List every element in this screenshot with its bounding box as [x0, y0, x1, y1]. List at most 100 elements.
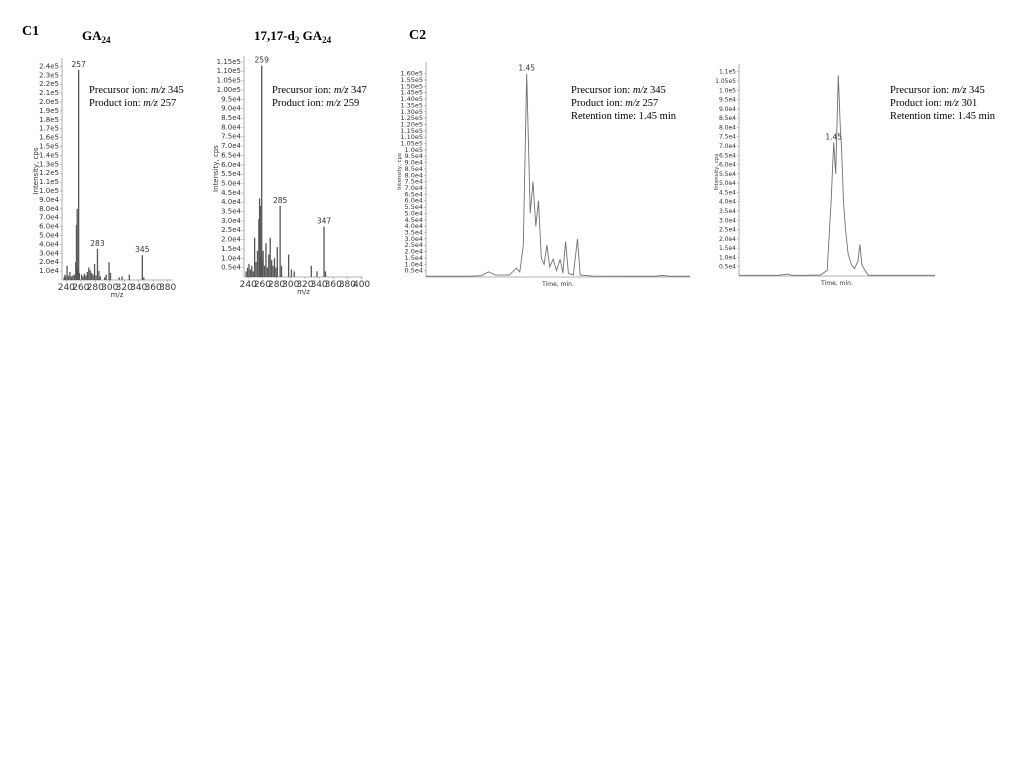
y-tick-label: 7.0e4 — [719, 143, 736, 150]
peak-label: 345 — [135, 245, 150, 254]
y-tick-label: 6.5e4 — [405, 190, 423, 198]
y-tick-label: 5.5e4 — [221, 170, 241, 178]
y-tick-label: 1.10e5 — [217, 67, 241, 75]
y-tick-label: 1.0e4 — [221, 254, 241, 262]
y-tick-label: 4.5e4 — [405, 216, 423, 224]
peak-label: 1.45 — [825, 132, 842, 141]
y-tick-label: 0.5e4 — [719, 264, 736, 271]
y-tick-label: 2.3e5 — [39, 71, 59, 79]
y-tick-label: 2.5e4 — [719, 227, 736, 234]
y-axis-label: Intensity, cps — [212, 145, 220, 192]
y-tick-label: 1.15e5 — [217, 58, 241, 66]
y-axis-label: Intensity, cps — [397, 153, 403, 190]
y-tick-label: 2.0e5 — [39, 98, 59, 106]
y-tick-label: 6.5e4 — [221, 151, 241, 159]
x-axis-label: m/z — [297, 288, 310, 296]
y-tick-label: 1.20e5 — [400, 120, 423, 128]
x-tick-label: 240 — [240, 280, 257, 290]
y-tick-label: 1.0e4 — [39, 267, 59, 275]
y-tick-label: 9.5e4 — [719, 97, 736, 104]
annotation-line: Retention time: 1.45 min — [571, 111, 676, 122]
y-tick-label: 2.0e4 — [405, 248, 423, 256]
y-tick-label: 1.50e5 — [400, 82, 423, 90]
panel-label-c2: C2 — [409, 28, 427, 43]
y-tick-label: 1.1e5 — [719, 69, 736, 76]
y-tick-label: 5.0e4 — [405, 209, 423, 217]
y-tick-label: 1.0e5 — [39, 187, 59, 195]
y-tick-label: 3.0e4 — [221, 217, 241, 225]
y-tick-label: 6.0e4 — [719, 162, 736, 169]
annotation-line: Product ion: m/z 259 — [272, 98, 360, 109]
y-tick-label: 7.5e4 — [405, 178, 423, 186]
annotation-ga24: Precursor ion: m/z 345 Product ion: m/z … — [89, 84, 184, 110]
y-tick-label: 1.4e5 — [39, 151, 59, 159]
y-tick-label: 1.0e4 — [719, 254, 736, 261]
y-tick-label: 2.5e4 — [221, 226, 241, 234]
y-tick-label: 8.0e4 — [39, 205, 59, 213]
y-tick-label: 9.0e4 — [39, 196, 59, 204]
y-tick-label: 3.0e4 — [39, 249, 59, 257]
peak-label: 285 — [273, 196, 288, 205]
y-tick-label: 1.0e5 — [719, 87, 736, 94]
x-tick-label: 340 — [130, 283, 147, 293]
y-tick-label: 1.05e5 — [217, 77, 241, 85]
chart-chromatogram-257: 0.5e41.0e41.5e42.0e42.5e43.0e43.5e44.0e4… — [397, 62, 690, 288]
title-d2-sub1: 2 — [294, 35, 300, 45]
annotation-line: Precursor ion: m/z 345 — [890, 85, 985, 96]
annotation-line: Retention time: 1.45 min — [890, 111, 995, 122]
x-tick-label: 300 — [282, 280, 299, 290]
y-tick-label: 8.0e4 — [719, 124, 736, 131]
y-tick-label: 3.5e4 — [405, 229, 423, 237]
y-tick-label: 3.0e4 — [719, 217, 736, 224]
y-tick-label: 7.5e4 — [719, 134, 736, 141]
y-tick-label: 1.25e5 — [400, 114, 423, 122]
title-ga24-sub: 24 — [101, 35, 111, 45]
x-tick-label: 260 — [72, 283, 89, 293]
annotation-d2-ga24: Precursor ion: m/z 347 Product ion: m/z … — [272, 84, 367, 110]
y-tick-label: 6.0e4 — [39, 223, 59, 231]
x-axis-label: m/z — [111, 291, 124, 299]
x-tick-label: 240 — [58, 283, 75, 293]
y-tick-label: 7.5e4 — [221, 133, 241, 141]
y-tick-label: 1.7e5 — [39, 125, 59, 133]
y-tick-label: 1.9e5 — [39, 107, 59, 115]
y-tick-label: 1.0e4 — [405, 260, 423, 268]
y-tick-label: 4.0e4 — [39, 240, 59, 248]
y-tick-label: 7.0e4 — [221, 142, 241, 150]
x-tick-label: 400 — [353, 280, 370, 290]
y-tick-label: 7.0e4 — [405, 184, 423, 192]
y-tick-label: 5.5e4 — [719, 171, 736, 178]
y-tick-label: 3.5e4 — [221, 208, 241, 216]
y-tick-label: 1.05e5 — [400, 140, 423, 148]
annotation-chrom-301: Precursor ion: m/z 345 Product ion: m/z … — [890, 84, 995, 123]
y-tick-label: 1.10e5 — [400, 133, 423, 141]
y-axis-label: Intensity, cps — [714, 153, 720, 190]
y-tick-label: 1.35e5 — [400, 101, 423, 109]
y-tick-label: 7.0e4 — [39, 214, 59, 222]
y-tick-label: 2.2e5 — [39, 80, 59, 88]
y-tick-label: 4.5e4 — [719, 189, 736, 196]
peak-label: 347 — [317, 216, 332, 225]
y-tick-label: 2.5e4 — [405, 241, 423, 249]
x-axis-label: Time, min. — [541, 281, 574, 288]
title-d2-ga24: 17,17-d2 GA24 — [254, 28, 331, 45]
x-axis-label: Time, min. — [820, 280, 853, 287]
y-tick-label: 9.0e4 — [719, 106, 736, 113]
y-tick-label: 8.5e4 — [221, 114, 241, 122]
y-tick-label: 4.0e4 — [405, 222, 423, 230]
title-d2-sub2: 24 — [322, 35, 332, 45]
y-tick-label: 8.5e4 — [405, 165, 423, 173]
title-d2-mid: GA — [299, 28, 323, 43]
y-tick-label: 8.5e4 — [719, 115, 736, 122]
x-tick-label: 260 — [254, 280, 271, 290]
y-tick-label: 9.5e4 — [405, 152, 423, 160]
title-d2-prefix: 17,17-d — [254, 28, 295, 43]
y-tick-label: 3.0e4 — [405, 235, 423, 243]
y-tick-label: 1.30e5 — [400, 108, 423, 116]
annotation-line: Precursor ion: m/z 345 — [89, 85, 184, 96]
peak-label: 283 — [90, 239, 105, 248]
annotation-line: Precursor ion: m/z 347 — [272, 85, 367, 96]
annotation-line: Precursor ion: m/z 345 — [571, 85, 666, 96]
peak-label: 1.45 — [518, 64, 535, 73]
